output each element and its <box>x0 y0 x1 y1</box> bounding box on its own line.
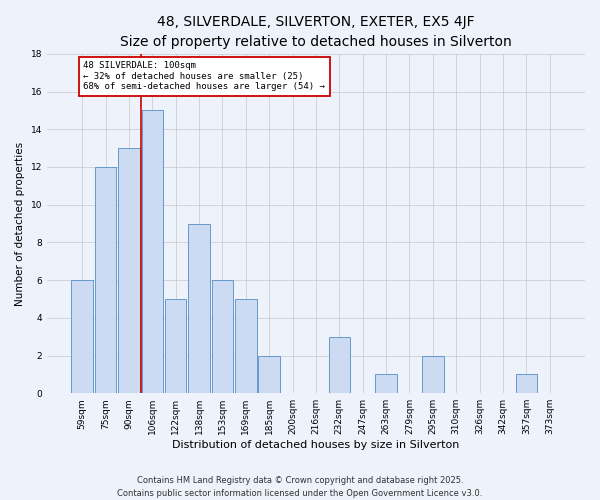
Bar <box>515 374 537 393</box>
Bar <box>71 280 93 393</box>
Bar <box>212 280 233 393</box>
Bar <box>235 299 257 393</box>
Bar <box>165 299 187 393</box>
Title: 48, SILVERDALE, SILVERTON, EXETER, EX5 4JF
Size of property relative to detached: 48, SILVERDALE, SILVERTON, EXETER, EX5 4… <box>120 15 512 48</box>
X-axis label: Distribution of detached houses by size in Silverton: Distribution of detached houses by size … <box>172 440 460 450</box>
Bar <box>422 356 443 393</box>
Bar <box>142 110 163 393</box>
Bar <box>376 374 397 393</box>
Bar <box>95 167 116 393</box>
Bar <box>188 224 210 393</box>
Text: Contains HM Land Registry data © Crown copyright and database right 2025.
Contai: Contains HM Land Registry data © Crown c… <box>118 476 482 498</box>
Text: 48 SILVERDALE: 100sqm
← 32% of detached houses are smaller (25)
68% of semi-deta: 48 SILVERDALE: 100sqm ← 32% of detached … <box>83 62 325 91</box>
Y-axis label: Number of detached properties: Number of detached properties <box>15 142 25 306</box>
Bar <box>259 356 280 393</box>
Bar <box>329 336 350 393</box>
Bar <box>118 148 140 393</box>
